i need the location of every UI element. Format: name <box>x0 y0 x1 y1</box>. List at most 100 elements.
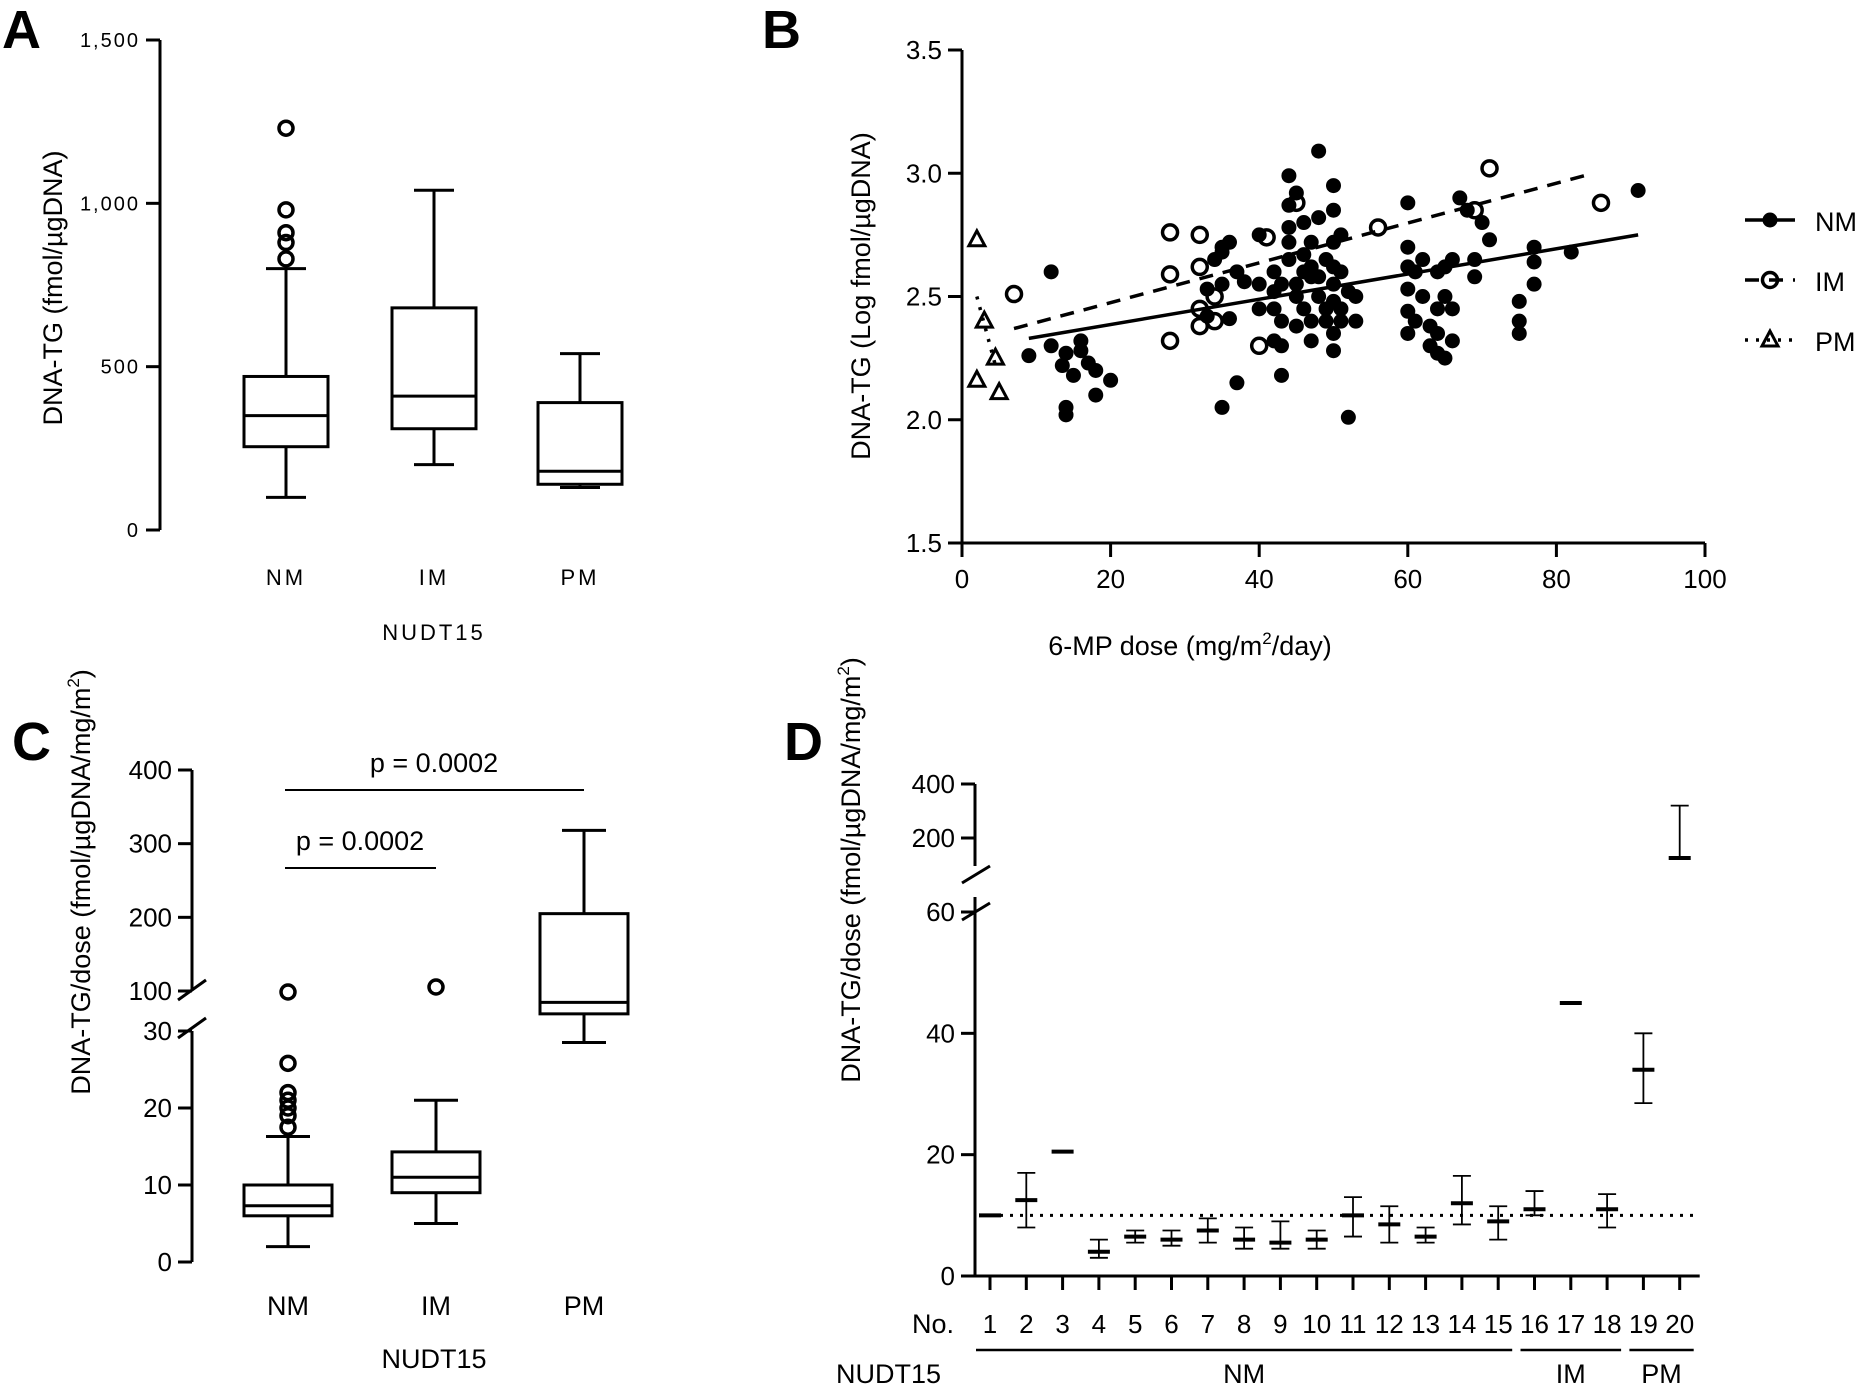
panel-b-nm-point <box>1326 325 1341 341</box>
panel-d-patient-number: 19 <box>1629 1309 1658 1339</box>
panel-d-patient-number: 11 <box>1340 1309 1367 1339</box>
panel-d-patient-number: 12 <box>1375 1309 1404 1339</box>
panel-b-x-tick-label: 20 <box>1096 564 1125 594</box>
panel-b-pm-point <box>966 227 988 248</box>
panel-a-x-label: NUDT15 <box>382 620 486 645</box>
panel-b-nm-point <box>1430 325 1446 341</box>
panel-c-outlier <box>279 1118 297 1136</box>
panel-b-nm-point <box>1348 313 1364 329</box>
panel-b-nm-point <box>1288 276 1304 292</box>
panel-b-im-point <box>1190 299 1210 319</box>
panel-b-legend-pm-marker <box>1759 327 1781 348</box>
panel-b-nm-point <box>1088 387 1104 403</box>
panel-b-nm-point <box>1311 143 1327 159</box>
panel-b-nm-point <box>1273 367 1289 383</box>
panel-letter-b: B <box>762 0 801 60</box>
panel-d-axis-break-mark <box>961 901 991 922</box>
panel-b-nm-point <box>1511 293 1527 309</box>
panel-d-patient-number: 14 <box>1447 1309 1476 1339</box>
panel-a: 0 500 1,000 1,500 NM IM PM <box>80 30 624 590</box>
panel-b-nm-point <box>1474 215 1490 231</box>
panel-d-patient-number: 20 <box>1665 1309 1694 1339</box>
panel-c-y-tick-label: 30 <box>143 1016 172 1046</box>
panel-b-nm-point <box>1088 362 1104 378</box>
panel-d-group-label: PM <box>1641 1359 1682 1387</box>
panel-a-y-tick-label: 500 <box>101 357 140 379</box>
panel-b-im-point <box>1257 228 1276 247</box>
panel-c-x-tick-label: NM <box>267 1291 309 1321</box>
panel-b-nm-point <box>1326 343 1341 359</box>
panel-d-y-tick-label: 20 <box>926 1140 955 1170</box>
panel-a-x-tick-label: PM <box>561 565 600 590</box>
panel-b-nm-point <box>1333 301 1349 317</box>
panel-c-p-value: p = 0.0002 <box>370 748 498 778</box>
panel-b-im-point <box>1190 316 1210 336</box>
panel-b-nm-point <box>1311 269 1327 285</box>
panel-b-nm-point <box>1326 178 1341 194</box>
panel-b-im-point <box>1591 193 1611 213</box>
panel-b-nm-point <box>1482 232 1498 248</box>
panel-d-patient-number: 4 <box>1092 1309 1106 1339</box>
panel-d-patient-number: 8 <box>1237 1309 1251 1339</box>
panel-b-x-label: 6-MP dose (mg/m2/day) <box>1048 629 1332 661</box>
panel-b-im-point <box>1160 331 1180 351</box>
panel-b-nm-point <box>1400 325 1416 341</box>
panel-c-outlier <box>279 1091 297 1110</box>
panel-b-nm-point <box>1273 313 1289 329</box>
panel-a-y-tick-label: 0 <box>127 520 140 542</box>
panel-b-legend-nm-label: NM <box>1815 207 1857 237</box>
panel-b-nm-point <box>1054 358 1070 374</box>
panel-b-nm-point <box>1281 168 1297 184</box>
panel-b-nm-point <box>1444 333 1460 349</box>
panel-d-patient-number: 9 <box>1273 1309 1287 1339</box>
panel-b-nm-point <box>1221 311 1237 327</box>
panel-c-x-label: NUDT15 <box>381 1344 486 1374</box>
panel-b-y-tick-label: 2.5 <box>906 282 942 312</box>
panel-b-nm-point <box>1296 215 1312 231</box>
panel-letter-a: A <box>2 0 41 60</box>
panel-d-patient-number: 2 <box>1019 1309 1033 1339</box>
panel-b-im-point <box>1190 257 1210 277</box>
panel-a-outlier <box>277 223 295 242</box>
panel-b-nm-point <box>1303 234 1319 250</box>
panel-b-im-point <box>1190 225 1210 245</box>
panel-b-nm-point <box>1415 289 1431 304</box>
panel-b-nm-point <box>1043 338 1059 354</box>
panel-d-patient-number: 18 <box>1593 1309 1622 1339</box>
panel-a-outlier <box>277 201 295 219</box>
panel-d-patient-number: 17 <box>1556 1309 1585 1339</box>
panel-b-im-point <box>1249 336 1269 356</box>
panel-b-nm-point <box>1266 301 1282 317</box>
panel-c-y-tick-label: 0 <box>158 1247 172 1277</box>
panel-c-p-value: p = 0.0002 <box>296 826 424 856</box>
panel-b-nm-point <box>1273 338 1289 354</box>
panel-d-patient-number: 5 <box>1128 1309 1142 1339</box>
panel-a-outlier <box>277 250 295 268</box>
panel-b-nm-point <box>1311 289 1327 304</box>
panel-b-pm-fit-line <box>975 296 998 366</box>
panel-b-nm-point <box>1511 313 1527 329</box>
panel-c-x-tick-label: PM <box>564 1291 605 1321</box>
panel-b-nm-point <box>1199 281 1215 297</box>
panel-b-x-tick-label: 60 <box>1393 564 1422 594</box>
panel-b-nm-point <box>1467 269 1483 285</box>
panel-b-nm-point <box>1430 301 1446 317</box>
panel-a-y-tick-label: 1,000 <box>80 193 140 215</box>
panel-b-nm-point <box>1415 252 1431 268</box>
panel-b-nm-point <box>1407 313 1423 329</box>
panel-c-box <box>538 912 630 1016</box>
panel-b-nm-point <box>1303 313 1319 329</box>
panel-b-pm-point <box>988 380 1010 401</box>
panel-b: 1.5 2.0 2.5 3.0 3.5 0 20 40 60 80 100 NM IM PM <box>906 35 1857 594</box>
panel-d-y-tick-label: 400 <box>912 769 955 799</box>
panel-b-im-point <box>1160 223 1180 242</box>
panel-b-pm-point <box>973 308 995 329</box>
panel-b-nm-point <box>1281 252 1297 268</box>
panel-b-nm-point <box>1333 313 1349 329</box>
panel-b-x-tick-label: 100 <box>1683 564 1726 594</box>
panel-c-y-tick-label: 400 <box>129 755 172 785</box>
panel-d-patient-number: 1 <box>983 1309 997 1339</box>
panel-d-patient-number: 16 <box>1520 1309 1549 1339</box>
